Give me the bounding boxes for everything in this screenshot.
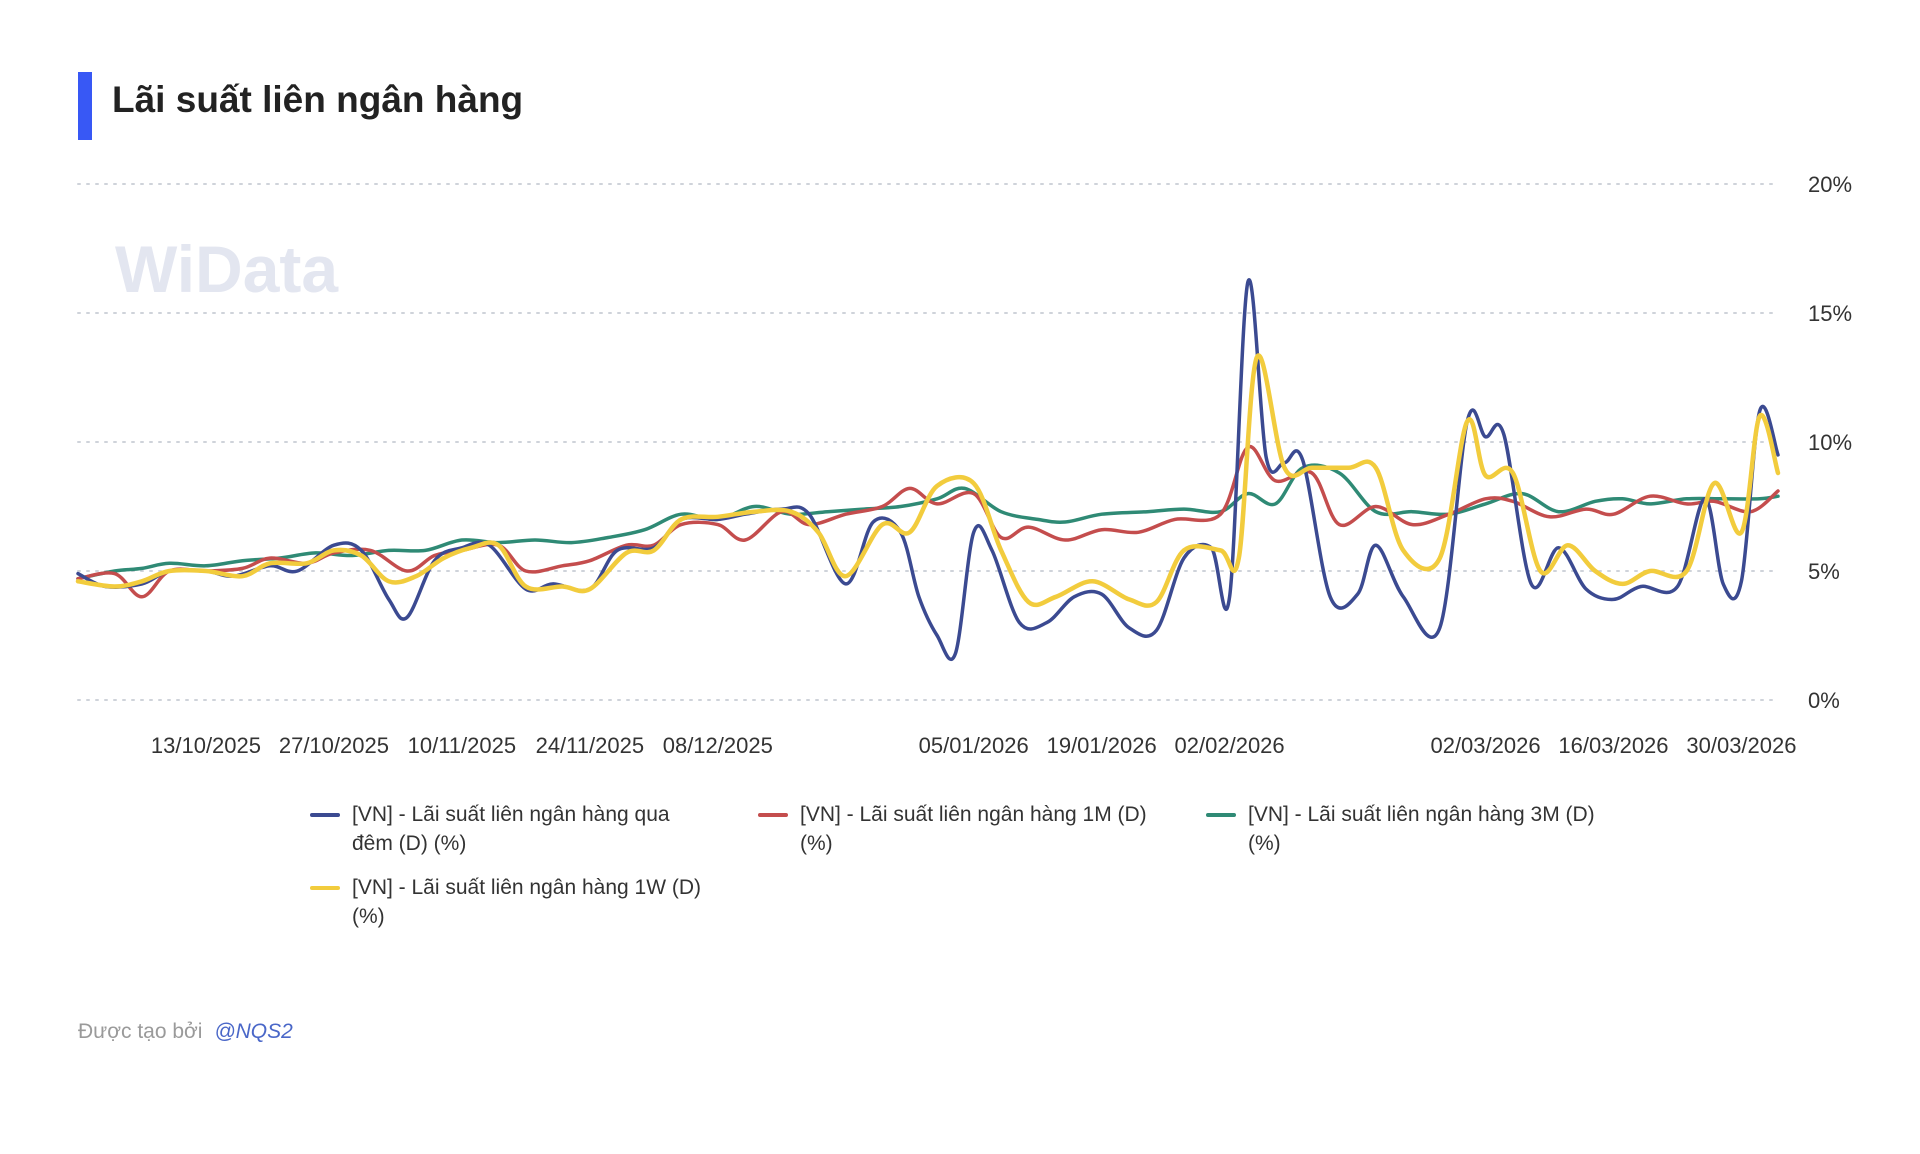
y-tick-label: 10% bbox=[1808, 430, 1852, 455]
x-tick-label: 02/03/2026 bbox=[1430, 733, 1540, 758]
x-tick-label: 19/01/2026 bbox=[1047, 733, 1157, 758]
legend-swatch-1w bbox=[310, 886, 340, 890]
legend-label-1m: [VN] - Lãi suất liên ngân hàng 1M (D) (%… bbox=[800, 803, 1147, 855]
footer-created-by: Được tạo bởi bbox=[78, 1020, 203, 1043]
series-line-1m bbox=[76, 445, 1780, 599]
y-tick-label: 5% bbox=[1808, 559, 1840, 584]
legend-item-3m[interactable]: [VN] - Lãi suất liên ngân hàng 3M (D) (%… bbox=[1206, 800, 1626, 858]
x-axis: 13/10/2025 27/10/2025 10/11/2025 24/11/2025… bbox=[151, 733, 1797, 758]
series-line-overnight bbox=[76, 278, 1780, 662]
y-axis: 0% 5% 10% 15% 20% bbox=[1808, 172, 1852, 713]
y-tick-label: 20% bbox=[1808, 172, 1852, 197]
footer-credit: Được tạo bởi @NQS2 bbox=[78, 1020, 293, 1044]
series-line-1w bbox=[75, 353, 1781, 608]
x-tick-label: 02/02/2026 bbox=[1175, 733, 1285, 758]
x-tick-label: 24/11/2025 bbox=[536, 733, 644, 758]
y-tick-label: 15% bbox=[1808, 301, 1852, 326]
page-title: Lãi suất liên ngân hàng bbox=[112, 79, 524, 120]
footer-author-link[interactable]: @NQS2 bbox=[214, 1020, 293, 1043]
x-tick-label: 13/10/2025 bbox=[151, 733, 261, 758]
legend-item-overnight[interactable]: [VN] - Lãi suất liên ngân hàng qua đêm (… bbox=[310, 800, 730, 858]
x-tick-label: 27/10/2025 bbox=[279, 733, 389, 758]
x-tick-label: 05/01/2026 bbox=[919, 733, 1029, 758]
legend-label-3m: [VN] - Lãi suất liên ngân hàng 3M (D) (%… bbox=[1248, 803, 1595, 855]
legend-item-1w[interactable]: [VN] - Lãi suất liên ngân hàng 1W (D) (%… bbox=[310, 873, 730, 931]
y-tick-label: 0% bbox=[1808, 688, 1840, 713]
legend-swatch-3m bbox=[1206, 813, 1236, 817]
legend-label-overnight: [VN] - Lãi suất liên ngân hàng qua đêm (… bbox=[352, 803, 670, 855]
title-accent-bar bbox=[78, 72, 92, 140]
watermark-logo: WiData bbox=[115, 232, 339, 306]
series-lines bbox=[75, 278, 1781, 662]
x-tick-label: 16/03/2026 bbox=[1558, 733, 1668, 758]
series-line-3m bbox=[76, 463, 1780, 581]
x-tick-label: 10/11/2025 bbox=[408, 733, 516, 758]
x-tick-label: 30/03/2026 bbox=[1686, 733, 1796, 758]
legend-swatch-overnight bbox=[310, 813, 340, 817]
legend-item-1m[interactable]: [VN] - Lãi suất liên ngân hàng 1M (D) (%… bbox=[758, 800, 1178, 858]
legend-label-1w: [VN] - Lãi suất liên ngân hàng 1W (D) (%… bbox=[352, 876, 702, 928]
x-tick-label: 08/12/2025 bbox=[663, 733, 773, 758]
legend-swatch-1m bbox=[758, 813, 788, 817]
